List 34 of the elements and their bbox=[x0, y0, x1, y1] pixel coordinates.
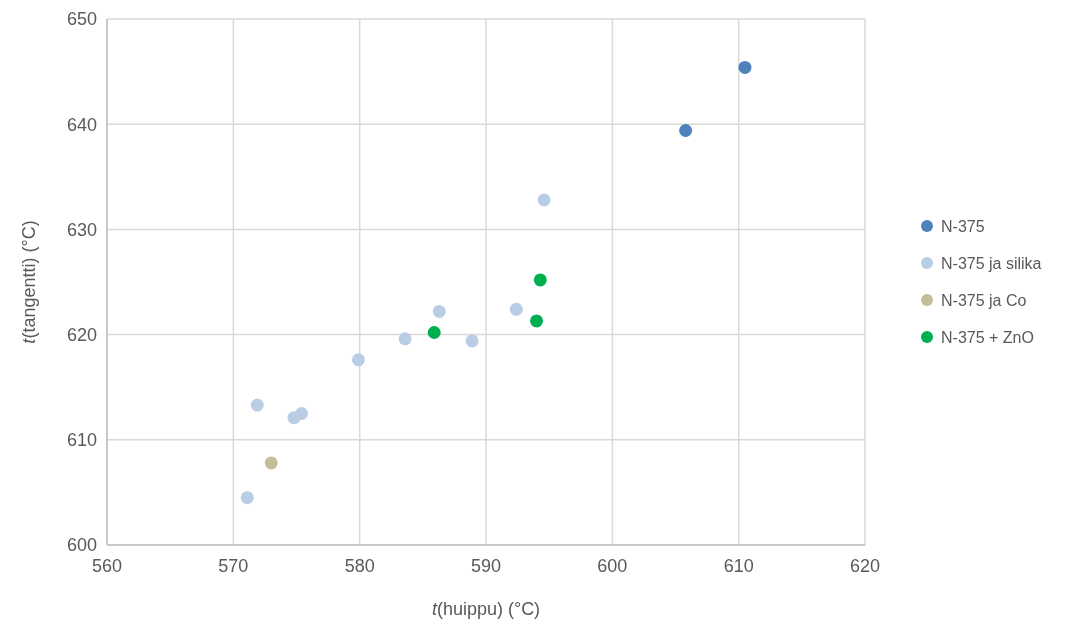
x-axis-title: t(huippu) (°C) bbox=[431, 599, 541, 619]
legend-label: N-375 bbox=[941, 217, 985, 235]
y-tick-label: 630 bbox=[66, 219, 97, 240]
point bbox=[432, 304, 446, 318]
x-tick-label: 620 bbox=[849, 556, 881, 576]
point bbox=[287, 411, 301, 425]
y-tick-label: 640 bbox=[66, 114, 97, 135]
x-tick-label: 570 bbox=[218, 556, 249, 576]
point bbox=[533, 273, 547, 287]
legend-label: N-375 + ZnO bbox=[941, 328, 1034, 346]
point bbox=[427, 326, 441, 339]
legend-label: N-375 ja silika bbox=[941, 254, 1042, 272]
legend-label: N-375 ja Co bbox=[941, 291, 1027, 309]
y-tick-label: 600 bbox=[66, 535, 97, 556]
x-tick-label: 610 bbox=[723, 556, 754, 576]
point bbox=[351, 353, 365, 367]
point bbox=[509, 302, 523, 316]
x-tick-label: 590 bbox=[470, 556, 502, 576]
y-axis-title: t(tangentti) (°C) bbox=[19, 220, 39, 344]
y-tick-label: 620 bbox=[66, 324, 97, 345]
y-tick-label: 610 bbox=[66, 430, 97, 451]
x-tick-label: 580 bbox=[344, 556, 375, 576]
point bbox=[465, 334, 479, 348]
point bbox=[679, 124, 693, 137]
x-tick-label: 560 bbox=[91, 556, 123, 576]
x-tick-label: 600 bbox=[597, 556, 628, 576]
point bbox=[250, 398, 264, 412]
point bbox=[398, 332, 412, 346]
point bbox=[264, 456, 278, 470]
point bbox=[240, 491, 254, 505]
point bbox=[738, 60, 752, 74]
y-tick-label: 650 bbox=[66, 9, 97, 30]
point bbox=[530, 314, 544, 328]
point bbox=[537, 193, 551, 207]
